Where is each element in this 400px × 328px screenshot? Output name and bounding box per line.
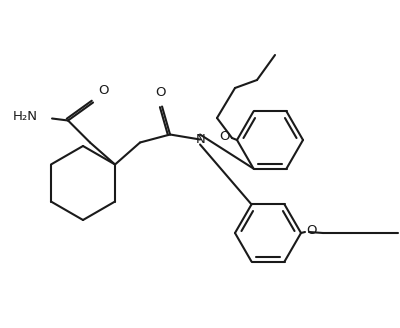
- Text: O: O: [220, 131, 230, 144]
- Text: O: O: [155, 86, 165, 98]
- Text: N: N: [196, 133, 206, 146]
- Text: O: O: [306, 224, 316, 237]
- Text: H₂N: H₂N: [13, 110, 38, 123]
- Text: O: O: [98, 84, 108, 96]
